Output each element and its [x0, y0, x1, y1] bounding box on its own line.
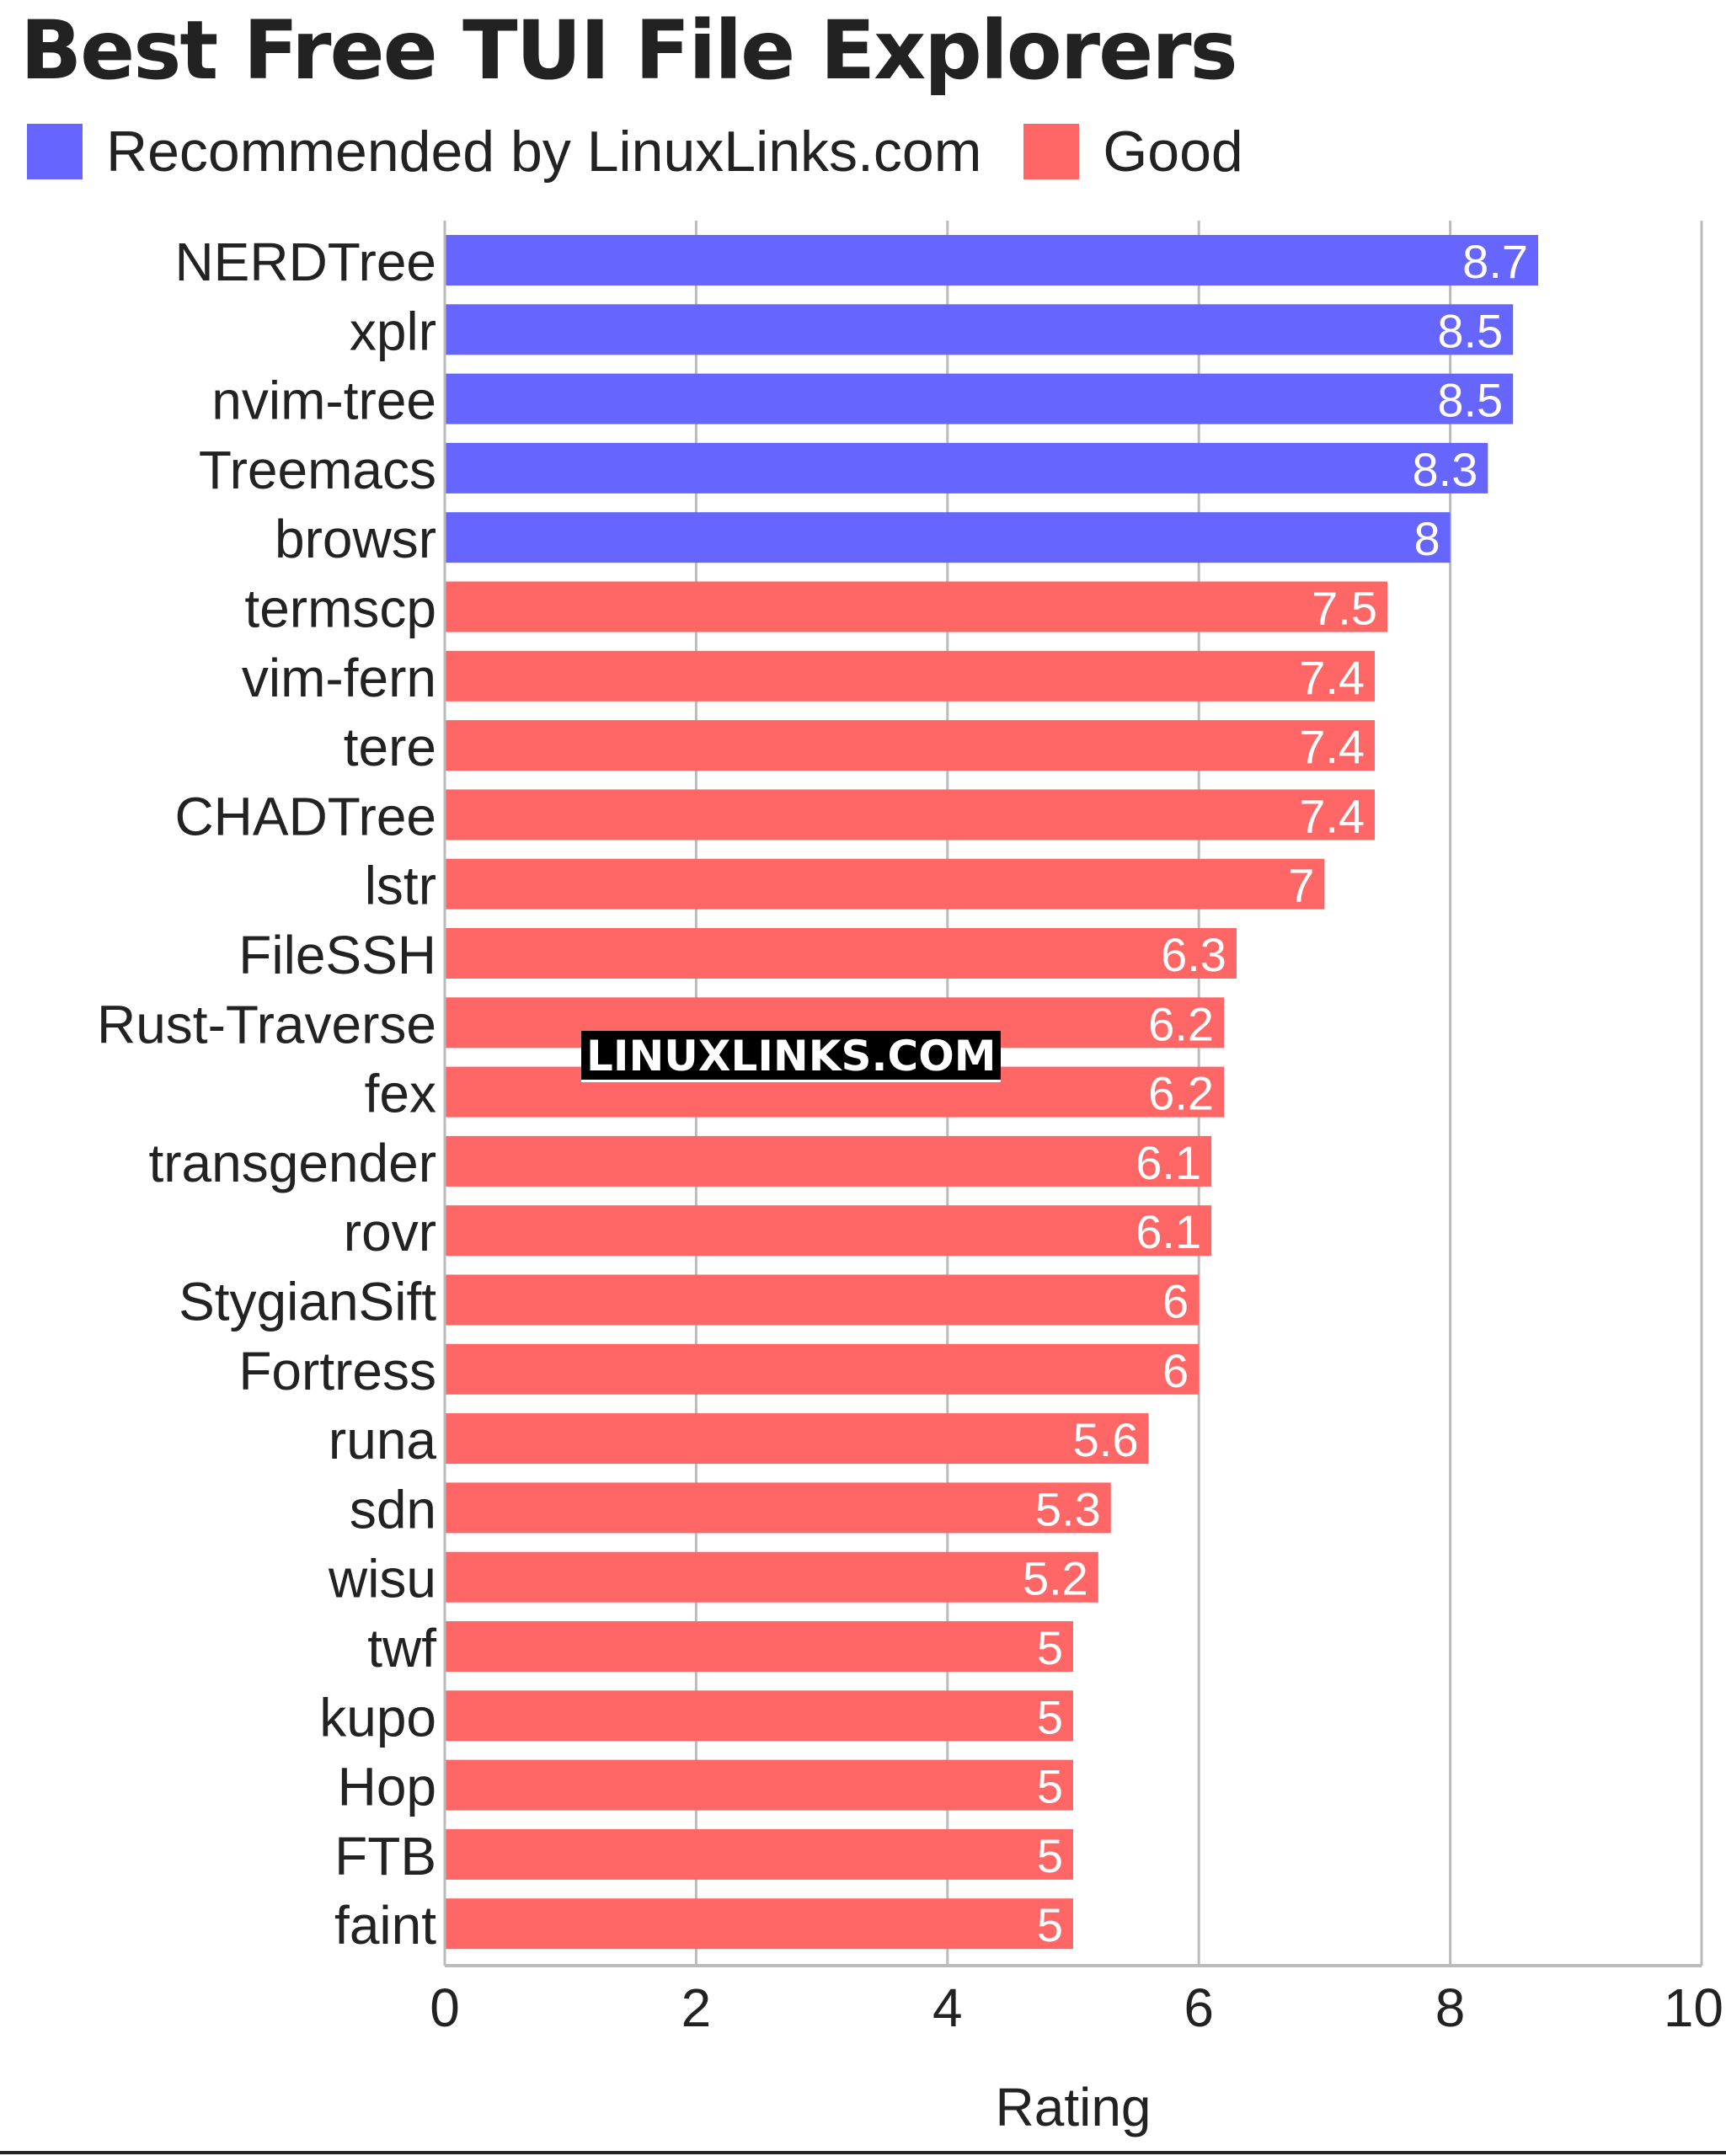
category-label: twf	[367, 1618, 436, 1678]
bar	[445, 789, 1376, 841]
bar	[445, 373, 1514, 424]
category-label: browsr	[275, 509, 436, 569]
bar	[445, 928, 1237, 979]
bar-value-label: 8.7	[1462, 235, 1528, 288]
chart-title: Best Free TUI File Explorers	[20, 3, 1238, 98]
bar-value-label: 5	[1037, 1829, 1063, 1882]
watermark-logo: LINUXLINKS.COM	[581, 1031, 1002, 1082]
bar	[445, 1759, 1073, 1811]
category-label: FileSSH	[238, 925, 436, 985]
bar-value-label: 8.5	[1437, 374, 1503, 427]
bar-value-label: 5.6	[1073, 1413, 1139, 1466]
bar-value-label: 7.5	[1312, 582, 1377, 635]
bar	[445, 1690, 1073, 1742]
bar-value-label: 5	[1037, 1898, 1063, 1951]
bottom-rule	[0, 2151, 1726, 2154]
bar-value-label: 8	[1413, 512, 1440, 565]
bar-value-label: 6.2	[1148, 997, 1214, 1050]
bar-value-label: 6.3	[1161, 928, 1226, 981]
category-label: Fortress	[238, 1341, 436, 1401]
bar-value-label: 8.3	[1413, 443, 1478, 496]
category-label: Hop	[338, 1757, 436, 1817]
bar	[445, 1898, 1073, 1950]
bar	[445, 858, 1325, 910]
bar	[445, 1274, 1200, 1326]
category-label: Treemacs	[199, 440, 436, 500]
bar	[445, 1413, 1149, 1465]
bar	[445, 1343, 1200, 1395]
legend-label-recommended: Recommended by LinuxLinks.com	[106, 120, 982, 184]
category-label: Rust-Traverse	[97, 994, 436, 1054]
bar	[445, 442, 1488, 494]
bar-value-label: 5	[1037, 1621, 1063, 1674]
x-tick-label: 6	[1184, 1977, 1214, 2038]
bar-value-label: 7.4	[1299, 789, 1365, 842]
bar	[445, 1551, 1098, 1603]
legend-swatch-recommended	[27, 124, 83, 179]
bar-value-label: 8.5	[1437, 304, 1503, 357]
x-axis-title: Rating	[996, 2077, 1152, 2137]
category-label: termscp	[244, 579, 436, 639]
category-label: tere	[344, 717, 436, 777]
category-label: transgender	[148, 1133, 436, 1193]
bar	[445, 235, 1539, 286]
bar	[445, 1205, 1212, 1257]
bar	[445, 581, 1387, 632]
category-label: lstr	[365, 856, 436, 916]
bar-value-label: 5	[1037, 1690, 1063, 1743]
x-tick-label: 4	[932, 1977, 963, 2038]
bar-value-label: 6.1	[1136, 1205, 1201, 1258]
legend-item-recommended: Recommended by LinuxLinks.com	[27, 119, 981, 184]
bar-value-label: 5.3	[1035, 1482, 1101, 1535]
bar-value-label: 6.2	[1148, 1067, 1214, 1120]
category-label: vim-fern	[242, 648, 436, 708]
category-label: runa	[329, 1410, 437, 1470]
category-label: CHADTree	[174, 786, 436, 846]
bar	[445, 720, 1376, 771]
legend-label-good: Good	[1103, 120, 1243, 184]
category-label: nvim-tree	[211, 371, 436, 431]
bar	[445, 304, 1514, 355]
x-tick-label: 10	[1664, 1977, 1723, 2038]
category-label: sdn	[350, 1479, 436, 1540]
bar-value-label: 7	[1288, 859, 1314, 912]
legend: Recommended by LinuxLinks.com Good	[27, 118, 1285, 185]
category-label: xplr	[350, 301, 436, 361]
bar	[445, 512, 1451, 563]
bar	[445, 1828, 1073, 1880]
category-label: fex	[365, 1064, 436, 1124]
category-label: NERDTree	[174, 232, 436, 292]
bar-value-label: 7.4	[1299, 651, 1365, 704]
category-label: StygianSift	[179, 1272, 436, 1332]
x-tick-label: 0	[430, 1977, 460, 2038]
bar-value-label: 6	[1162, 1344, 1189, 1397]
bar-value-label: 6.1	[1136, 1136, 1201, 1189]
bar	[445, 1482, 1111, 1534]
bar-value-label: 6	[1162, 1275, 1189, 1328]
bar-value-label: 7.4	[1299, 720, 1365, 773]
category-label: faint	[334, 1895, 436, 1956]
bar	[445, 1621, 1073, 1672]
bar-value-label: 5.2	[1023, 1552, 1088, 1605]
category-label: kupo	[319, 1687, 436, 1748]
x-tick-label: 2	[681, 1977, 712, 2038]
x-tick-label: 8	[1435, 1977, 1466, 2038]
category-label: FTB	[334, 1826, 436, 1886]
bar	[445, 650, 1376, 702]
category-label: rovr	[344, 1202, 436, 1262]
legend-item-good: Good	[1023, 119, 1243, 184]
category-label: wisu	[328, 1549, 436, 1609]
bar-value-label: 5	[1037, 1760, 1063, 1813]
legend-swatch-good	[1023, 124, 1080, 179]
bar	[445, 1135, 1212, 1187]
